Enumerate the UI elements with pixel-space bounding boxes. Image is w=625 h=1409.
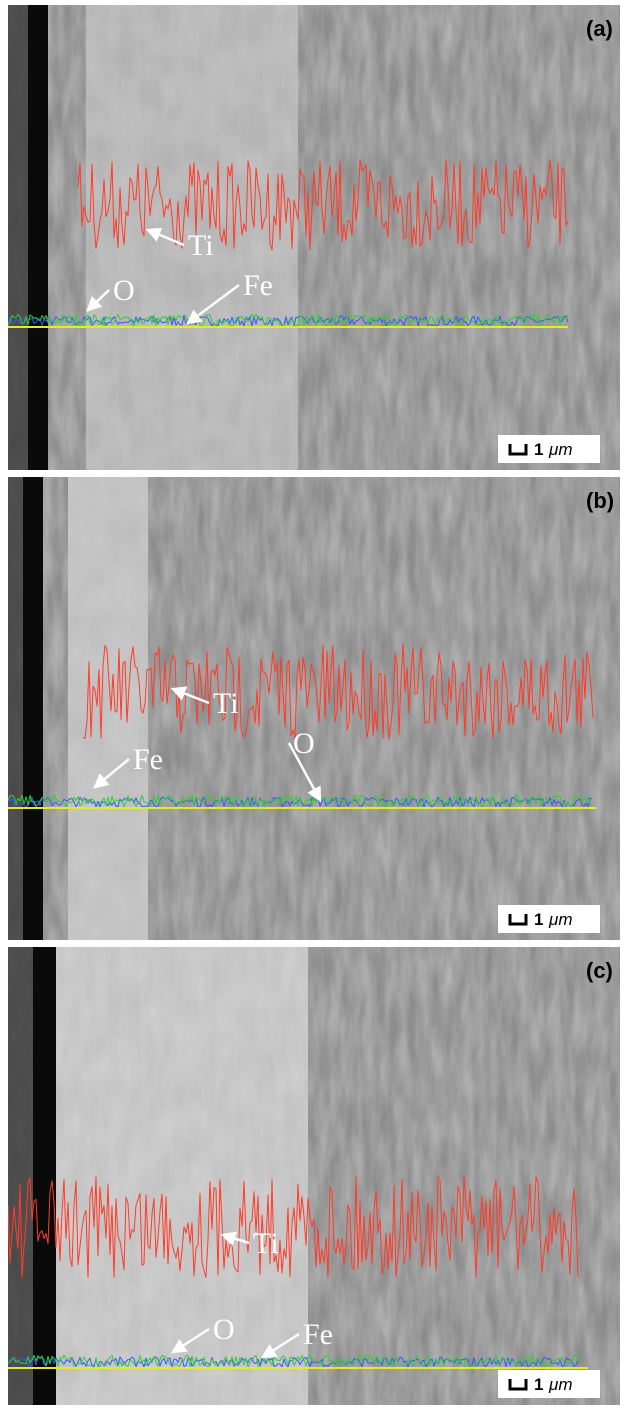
element-label: Ti xyxy=(213,687,239,720)
texture-soft xyxy=(53,947,308,1405)
element-label: Ti xyxy=(253,1227,279,1260)
scale-value: 1 xyxy=(534,910,543,929)
scale-unit: μm xyxy=(548,1375,572,1394)
element-label: O xyxy=(213,1313,235,1346)
dark-gap xyxy=(23,477,43,940)
element-label: Fe xyxy=(243,269,273,302)
edge xyxy=(8,5,28,470)
element-label: O xyxy=(293,727,315,760)
scale-value: 1 xyxy=(534,1375,543,1394)
element-label: O xyxy=(113,274,135,307)
edge xyxy=(8,477,23,940)
panel-label: (b) xyxy=(586,488,614,513)
texture-soft xyxy=(68,477,148,940)
dark-gap xyxy=(33,947,56,1405)
scale-unit: μm xyxy=(548,910,572,929)
element-label: Fe xyxy=(133,743,163,776)
micrograph-panel: Ti O Fe (c) 1 μm xyxy=(8,947,620,1405)
element-label: Ti xyxy=(188,229,214,262)
panel-label: (c) xyxy=(586,958,613,983)
micrograph-panel: Ti Fe O (b) 1 μm xyxy=(8,477,620,940)
panel-label: (a) xyxy=(586,16,613,41)
scale-value: 1 xyxy=(534,440,543,459)
edge xyxy=(8,947,33,1405)
element-label: Fe xyxy=(303,1318,333,1351)
figure: Ti O Fe (a) 1 μm Ti Fe O (b) 1 μm Ti O Fe (c) 1 μm xyxy=(0,0,625,1409)
micrograph-panel: Ti O Fe (a) 1 μm xyxy=(8,5,620,470)
scale-unit: μm xyxy=(548,440,572,459)
dark-gap xyxy=(28,5,48,470)
